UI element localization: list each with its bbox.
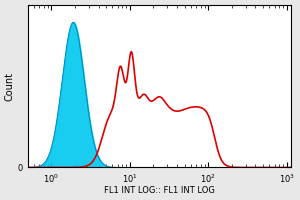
Y-axis label: Count: Count [5,72,15,101]
X-axis label: FL1 INT LOG:: FL1 INT LOG: FL1 INT LOG:: FL1 INT LOG [104,186,214,195]
